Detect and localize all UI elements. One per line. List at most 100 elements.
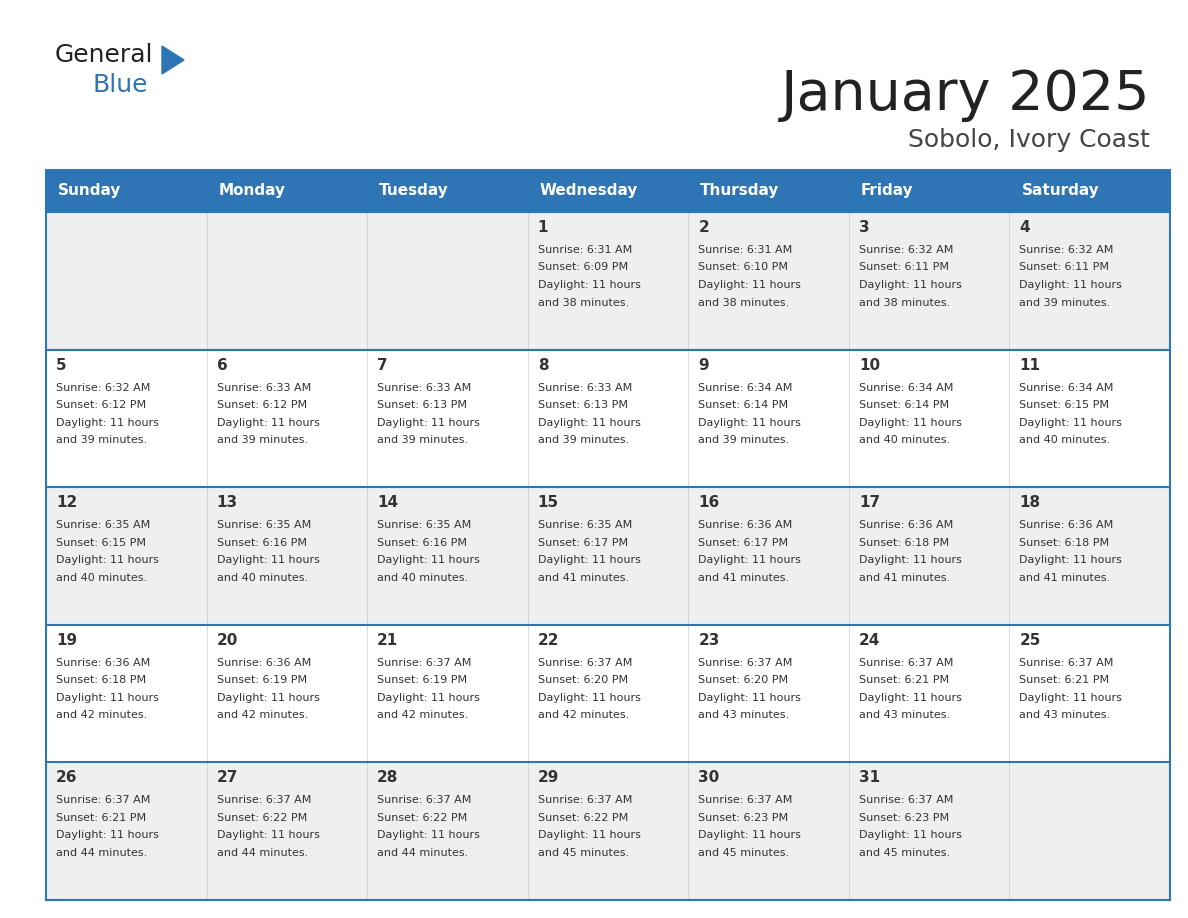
Text: Sunset: 6:15 PM: Sunset: 6:15 PM — [1019, 400, 1110, 410]
Polygon shape — [162, 46, 184, 74]
Bar — [527, 212, 688, 350]
Text: Sunrise: 6:36 AM: Sunrise: 6:36 AM — [699, 521, 792, 531]
Text: Daylight: 11 hours: Daylight: 11 hours — [56, 831, 159, 840]
Bar — [46, 625, 207, 763]
Text: and 45 minutes.: and 45 minutes. — [699, 848, 789, 858]
Bar — [46, 763, 207, 900]
Bar — [688, 625, 849, 763]
Text: 7: 7 — [377, 358, 387, 373]
Text: and 44 minutes.: and 44 minutes. — [377, 848, 468, 858]
Text: Sunrise: 6:34 AM: Sunrise: 6:34 AM — [859, 383, 953, 393]
Text: 15: 15 — [538, 495, 558, 510]
Bar — [1010, 350, 1170, 487]
Text: Daylight: 11 hours: Daylight: 11 hours — [538, 555, 640, 565]
Text: Sunrise: 6:37 AM: Sunrise: 6:37 AM — [699, 658, 792, 667]
Bar — [849, 487, 1010, 625]
Bar — [688, 487, 849, 625]
Text: Thursday: Thursday — [700, 184, 779, 198]
Text: 16: 16 — [699, 495, 720, 510]
Text: and 45 minutes.: and 45 minutes. — [859, 848, 950, 858]
Text: Sunrise: 6:37 AM: Sunrise: 6:37 AM — [859, 795, 953, 805]
Text: Sunrise: 6:37 AM: Sunrise: 6:37 AM — [377, 795, 472, 805]
Text: and 44 minutes.: and 44 minutes. — [56, 848, 147, 858]
Text: Sunrise: 6:36 AM: Sunrise: 6:36 AM — [1019, 521, 1113, 531]
Bar — [46, 170, 1170, 212]
Text: Daylight: 11 hours: Daylight: 11 hours — [216, 418, 320, 428]
Text: and 42 minutes.: and 42 minutes. — [56, 711, 147, 721]
Text: Daylight: 11 hours: Daylight: 11 hours — [699, 693, 801, 703]
Text: General: General — [55, 43, 153, 67]
Text: Sunset: 6:21 PM: Sunset: 6:21 PM — [859, 676, 949, 686]
Text: Sunset: 6:22 PM: Sunset: 6:22 PM — [377, 813, 467, 823]
Text: 3: 3 — [859, 220, 870, 235]
Text: Sunset: 6:12 PM: Sunset: 6:12 PM — [216, 400, 307, 410]
Text: Sunset: 6:13 PM: Sunset: 6:13 PM — [377, 400, 467, 410]
Text: Sunrise: 6:37 AM: Sunrise: 6:37 AM — [538, 795, 632, 805]
Text: Sunset: 6:17 PM: Sunset: 6:17 PM — [538, 538, 627, 548]
Text: Sunset: 6:20 PM: Sunset: 6:20 PM — [538, 676, 627, 686]
Text: and 39 minutes.: and 39 minutes. — [699, 435, 789, 445]
Bar — [688, 350, 849, 487]
Text: Monday: Monday — [219, 184, 285, 198]
Text: Sunrise: 6:36 AM: Sunrise: 6:36 AM — [859, 521, 953, 531]
Text: Daylight: 11 hours: Daylight: 11 hours — [538, 280, 640, 290]
Text: Friday: Friday — [861, 184, 914, 198]
Text: Daylight: 11 hours: Daylight: 11 hours — [699, 831, 801, 840]
Text: Wednesday: Wednesday — [539, 184, 638, 198]
Text: 4: 4 — [1019, 220, 1030, 235]
Text: and 44 minutes.: and 44 minutes. — [216, 848, 308, 858]
Text: Sunset: 6:18 PM: Sunset: 6:18 PM — [859, 538, 949, 548]
Text: Sunset: 6:23 PM: Sunset: 6:23 PM — [699, 813, 789, 823]
Text: Sunset: 6:18 PM: Sunset: 6:18 PM — [1019, 538, 1110, 548]
Bar — [1010, 212, 1170, 350]
Bar — [1010, 487, 1170, 625]
Text: Daylight: 11 hours: Daylight: 11 hours — [538, 693, 640, 703]
Text: 21: 21 — [377, 633, 398, 648]
Text: Sunrise: 6:32 AM: Sunrise: 6:32 AM — [1019, 245, 1114, 255]
Text: and 39 minutes.: and 39 minutes. — [377, 435, 468, 445]
Bar — [207, 212, 367, 350]
Text: Daylight: 11 hours: Daylight: 11 hours — [1019, 693, 1123, 703]
Text: 19: 19 — [56, 633, 77, 648]
Text: Sunset: 6:11 PM: Sunset: 6:11 PM — [1019, 263, 1110, 273]
Text: and 40 minutes.: and 40 minutes. — [56, 573, 147, 583]
Text: Daylight: 11 hours: Daylight: 11 hours — [538, 418, 640, 428]
Bar — [46, 350, 207, 487]
Text: Sunset: 6:19 PM: Sunset: 6:19 PM — [216, 676, 307, 686]
Text: and 38 minutes.: and 38 minutes. — [538, 297, 628, 308]
Text: Daylight: 11 hours: Daylight: 11 hours — [377, 693, 480, 703]
Bar — [367, 487, 527, 625]
Text: 10: 10 — [859, 358, 880, 373]
Text: Sunset: 6:21 PM: Sunset: 6:21 PM — [56, 813, 146, 823]
Text: 8: 8 — [538, 358, 549, 373]
Text: and 41 minutes.: and 41 minutes. — [699, 573, 789, 583]
Text: Sunset: 6:14 PM: Sunset: 6:14 PM — [859, 400, 949, 410]
Text: 17: 17 — [859, 495, 880, 510]
Text: Blue: Blue — [93, 73, 148, 97]
Text: Sunset: 6:22 PM: Sunset: 6:22 PM — [538, 813, 628, 823]
Text: 23: 23 — [699, 633, 720, 648]
Text: and 40 minutes.: and 40 minutes. — [859, 435, 950, 445]
Text: and 42 minutes.: and 42 minutes. — [538, 711, 628, 721]
Text: 28: 28 — [377, 770, 398, 786]
Text: Sunrise: 6:33 AM: Sunrise: 6:33 AM — [216, 383, 311, 393]
Text: 22: 22 — [538, 633, 560, 648]
Text: Daylight: 11 hours: Daylight: 11 hours — [1019, 555, 1123, 565]
Text: and 39 minutes.: and 39 minutes. — [56, 435, 147, 445]
Text: Daylight: 11 hours: Daylight: 11 hours — [216, 555, 320, 565]
Text: 18: 18 — [1019, 495, 1041, 510]
Text: Sunset: 6:12 PM: Sunset: 6:12 PM — [56, 400, 146, 410]
Text: Sunrise: 6:35 AM: Sunrise: 6:35 AM — [216, 521, 311, 531]
Text: Daylight: 11 hours: Daylight: 11 hours — [859, 418, 962, 428]
Text: and 38 minutes.: and 38 minutes. — [859, 297, 950, 308]
Text: and 39 minutes.: and 39 minutes. — [538, 435, 628, 445]
Text: and 38 minutes.: and 38 minutes. — [699, 297, 789, 308]
Text: Sunrise: 6:36 AM: Sunrise: 6:36 AM — [216, 658, 311, 667]
Text: Sunrise: 6:35 AM: Sunrise: 6:35 AM — [538, 521, 632, 531]
Text: 29: 29 — [538, 770, 560, 786]
Text: Sunset: 6:15 PM: Sunset: 6:15 PM — [56, 538, 146, 548]
Text: Sunrise: 6:33 AM: Sunrise: 6:33 AM — [377, 383, 472, 393]
Text: Sunrise: 6:37 AM: Sunrise: 6:37 AM — [859, 658, 953, 667]
Bar — [527, 763, 688, 900]
Text: Daylight: 11 hours: Daylight: 11 hours — [56, 418, 159, 428]
